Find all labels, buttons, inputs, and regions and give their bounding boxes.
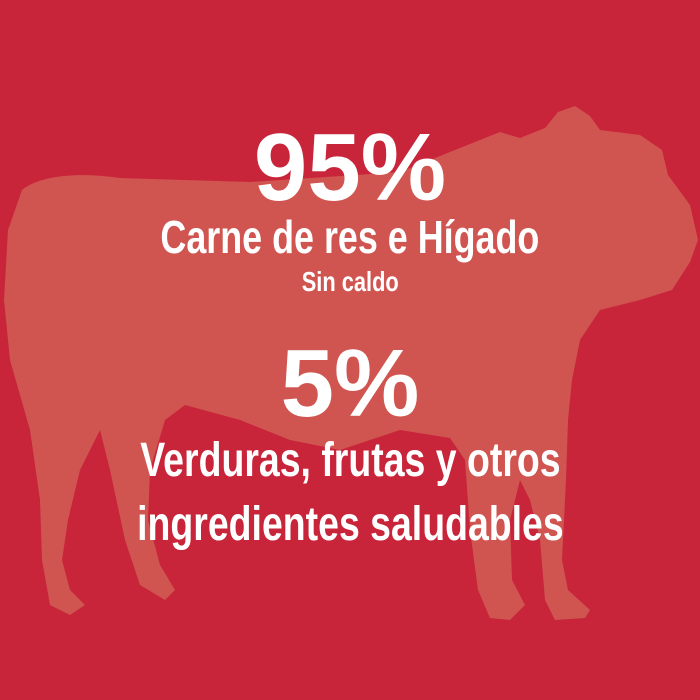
stat2-value: 5% [280,330,420,437]
stat2-label-line2: ingredientes saludables [136,498,564,551]
stat2-label-line1: Verduras, frutas y otros [139,434,561,487]
stat1-sublabel: Sin caldo [301,266,399,297]
stat1-label: Carne de res e Hígado [160,211,540,263]
stat1-value: 95% [253,114,447,221]
